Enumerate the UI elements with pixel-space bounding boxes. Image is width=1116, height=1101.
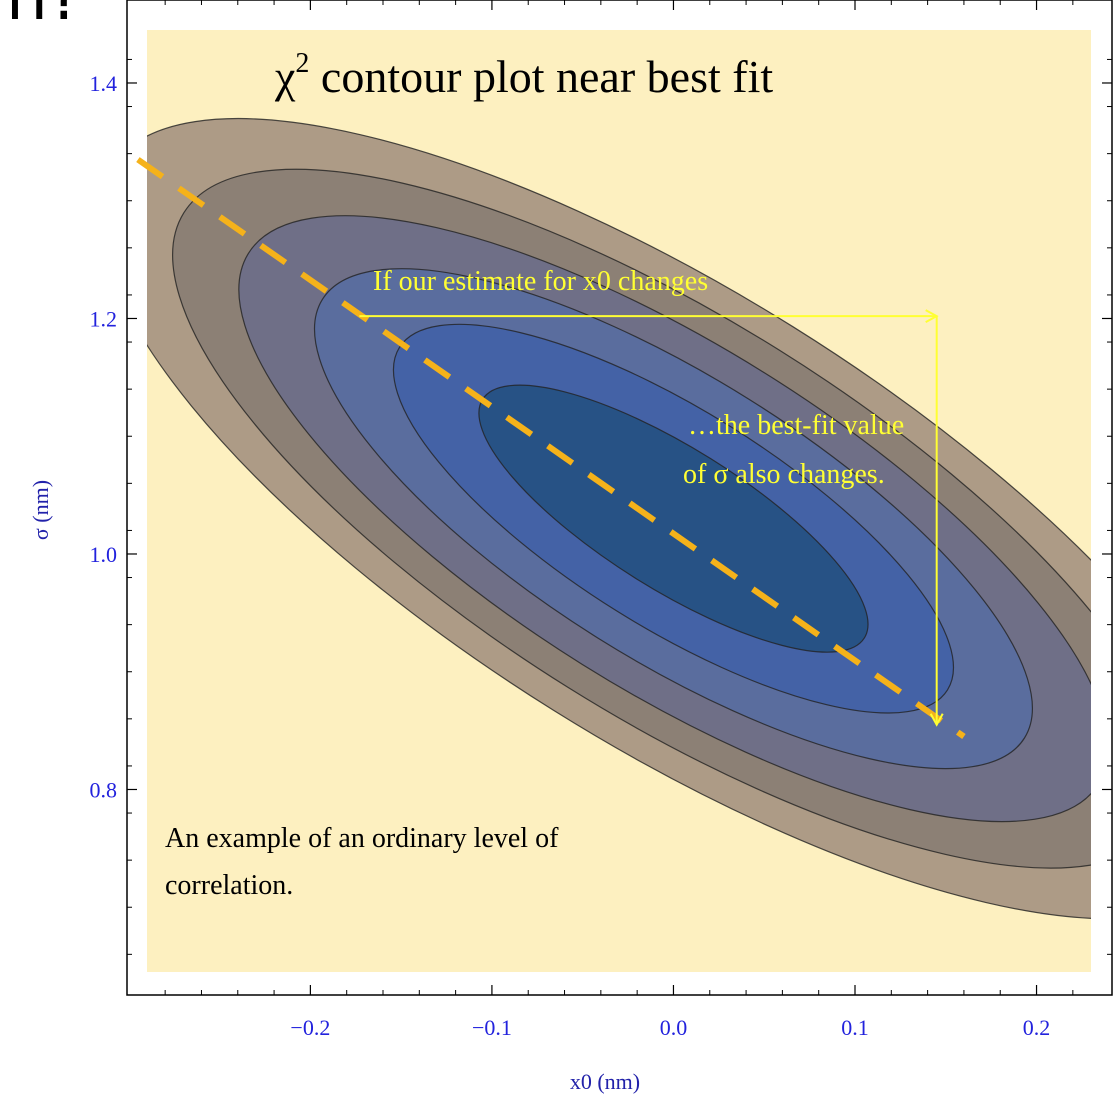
- annotation-x0-change: If our estimate for x0 changes: [373, 266, 708, 297]
- title-rest: contour plot near best fit: [309, 51, 773, 102]
- x-tick-label: 0.1: [841, 1015, 869, 1040]
- plot-frame: [126, 0, 1113, 996]
- y-tick-label: 0.8: [90, 777, 118, 802]
- title-superscript: 2: [295, 48, 309, 79]
- y-tick-label: 1.2: [90, 306, 118, 331]
- contour-layer: [147, 117, 1091, 920]
- note-line-1: An example of an ordinary level of: [165, 823, 559, 854]
- x-tick-label: −0.2: [290, 1015, 330, 1040]
- y-tick-label: 1.0: [90, 542, 118, 567]
- y-tick-label: 1.4: [90, 71, 118, 96]
- chart-title: χ2 contour plot near best fit: [274, 48, 773, 102]
- slide-title-fragment: n?: [6, 0, 83, 30]
- correlation-dashed-line: [136, 157, 966, 739]
- plot-area: [147, 30, 1091, 972]
- note-line-2: correlation.: [165, 870, 293, 901]
- ticks-layer: −0.2 −0.1 0.0 0.1 0.2 0.8 1.0 1.2 1.4: [90, 0, 1112, 1040]
- y-axis-title: σ (nm): [28, 480, 53, 540]
- x-tick-label: −0.1: [472, 1015, 512, 1040]
- title-chi-symbol: χ: [274, 51, 296, 102]
- annotation-sigma-change-line1: …the best-fit value: [688, 410, 904, 441]
- x-tick-label: 0.2: [1023, 1015, 1051, 1040]
- x-axis-title: x0 (nm): [570, 1069, 640, 1094]
- x-tick-label: 0.0: [660, 1015, 688, 1040]
- overlay-layer: [136, 157, 966, 739]
- annotation-sigma-change-line2: of σ also changes.: [683, 459, 885, 490]
